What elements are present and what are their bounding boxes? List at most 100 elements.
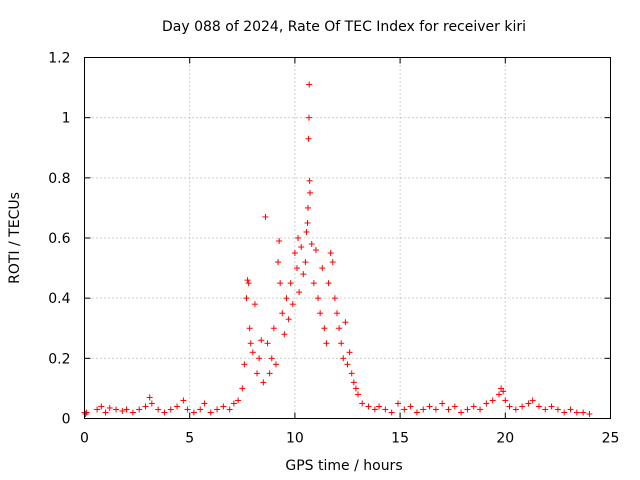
data-point (142, 403, 149, 410)
data-point (161, 409, 168, 416)
y-tick-label: 0.4 (48, 291, 70, 307)
data-point (226, 406, 233, 413)
data-point (458, 409, 465, 416)
data-point (201, 400, 208, 407)
data-point (294, 265, 301, 272)
data-point (289, 301, 296, 308)
data-point (174, 403, 181, 410)
data-point (230, 400, 237, 407)
data-point (376, 403, 383, 410)
data-point (287, 280, 294, 287)
data-point (243, 295, 250, 302)
y-tick-label: 0.6 (48, 231, 70, 247)
data-point (214, 406, 221, 413)
data-point (371, 406, 378, 413)
data-point (333, 310, 340, 317)
data-point (554, 406, 561, 413)
data-point (580, 409, 587, 416)
data-point (300, 271, 307, 278)
x-tick-label: 20 (496, 431, 514, 447)
data-point (451, 403, 458, 410)
data-point (197, 406, 204, 413)
data-point (426, 403, 433, 410)
data-point (331, 295, 338, 302)
data-point (365, 403, 372, 410)
data-point (321, 325, 328, 332)
chart-title: Day 088 of 2024, Rate Of TEC Index for r… (162, 19, 526, 35)
data-point (506, 403, 513, 410)
data-point (283, 295, 290, 302)
data-point (342, 319, 349, 326)
y-tick-label: 1.2 (48, 51, 70, 67)
data-point (146, 394, 153, 401)
x-axis-label: GPS time / hours (285, 458, 402, 474)
data-point (306, 177, 313, 184)
data-point (285, 316, 292, 323)
data-point (319, 265, 326, 272)
data-point (340, 355, 347, 362)
data-point (220, 403, 227, 410)
data-point (244, 277, 251, 284)
data-point (291, 250, 298, 257)
data-point (256, 355, 263, 362)
data-point (102, 409, 109, 416)
data-point (304, 219, 311, 226)
data-point (235, 397, 242, 404)
data-point (82, 410, 89, 417)
data-point (338, 340, 345, 347)
data-point (388, 409, 395, 416)
data-point (394, 400, 401, 407)
data-point (586, 410, 593, 417)
y-tick-label: 1 (62, 111, 71, 127)
data-point (327, 250, 334, 257)
x-tick-label: 25 (602, 431, 620, 447)
data-point (323, 340, 330, 347)
data-point (94, 406, 101, 413)
data-point (401, 406, 408, 413)
y-tick-labels: 0 0.2 0.4 0.6 0.8 1 1.2 (48, 51, 70, 428)
data-point (247, 340, 254, 347)
data-point (98, 403, 105, 410)
y-tick-label: 0 (62, 412, 71, 428)
data-point (155, 406, 162, 413)
data-point (350, 379, 357, 386)
data-point (113, 406, 120, 413)
data-point (483, 400, 490, 407)
data-point (535, 403, 542, 410)
data-point (119, 407, 126, 414)
data-point (336, 325, 343, 332)
data-point (264, 340, 271, 347)
data-point (413, 409, 420, 416)
data-point (344, 361, 351, 368)
y-axis-label: ROTI / TECUs (7, 192, 23, 284)
data-point (470, 403, 477, 410)
x-tick-label: 5 (185, 431, 194, 447)
data-point (525, 400, 532, 407)
data-point (352, 385, 359, 392)
data-point (167, 406, 174, 413)
data-point (249, 349, 256, 356)
data-point (561, 409, 568, 416)
data-point (548, 403, 555, 410)
data-points (81, 81, 593, 417)
data-point (477, 406, 484, 413)
x-tick-label: 10 (286, 431, 304, 447)
data-point (296, 289, 303, 296)
data-point (266, 370, 273, 377)
data-point (567, 406, 574, 413)
data-point (529, 397, 536, 404)
data-point (254, 370, 261, 377)
data-point (260, 379, 267, 386)
data-point (275, 259, 282, 266)
data-point (281, 331, 288, 338)
data-point (445, 406, 452, 413)
data-point (464, 406, 471, 413)
x-tick-label: 15 (391, 431, 409, 447)
data-point (439, 400, 446, 407)
data-point (270, 325, 277, 332)
data-point (276, 238, 283, 245)
data-point (295, 235, 302, 241)
data-point (542, 406, 549, 413)
data-point (268, 355, 275, 362)
data-point (495, 391, 502, 398)
